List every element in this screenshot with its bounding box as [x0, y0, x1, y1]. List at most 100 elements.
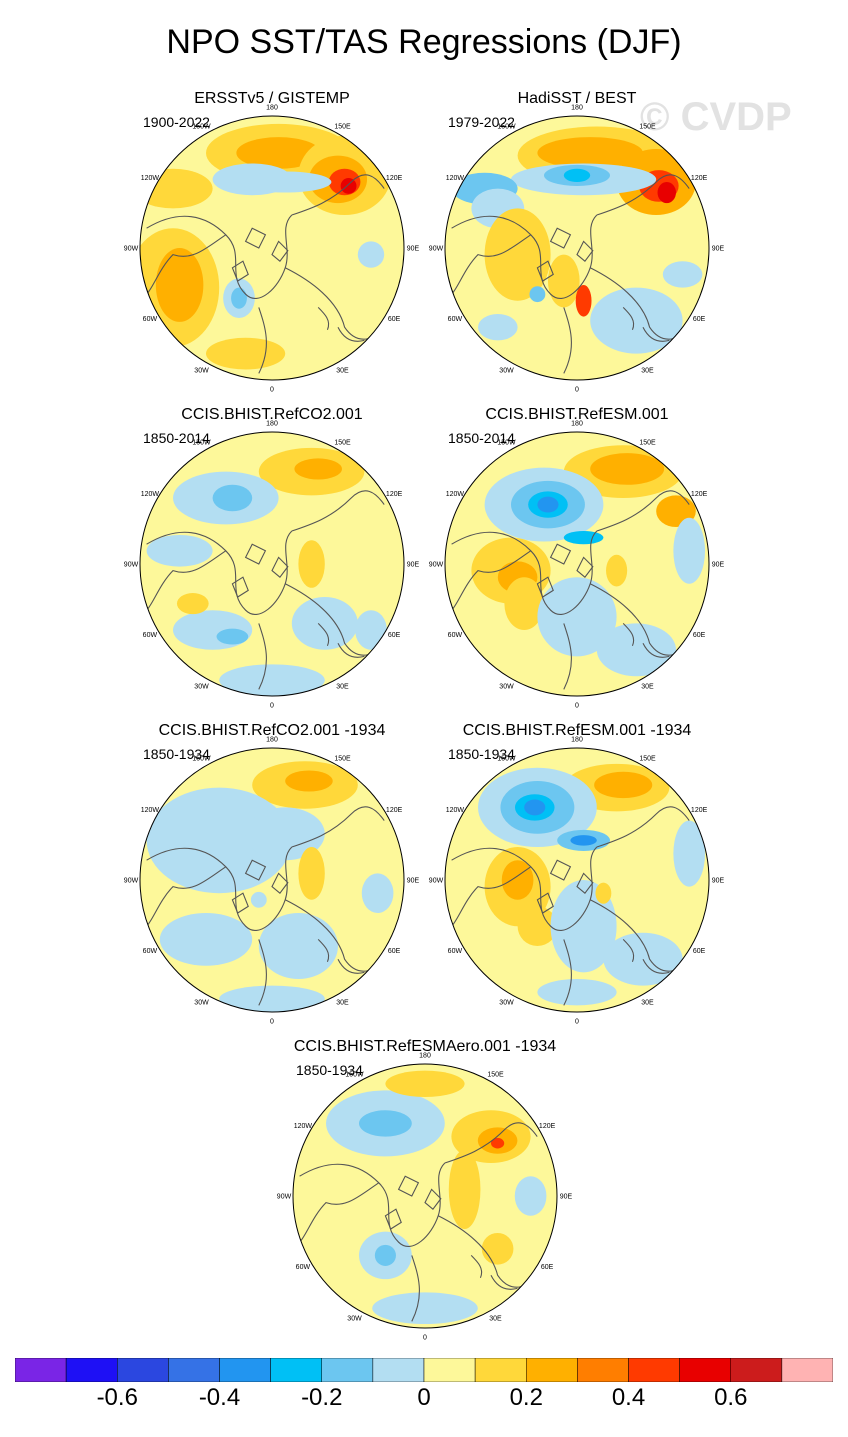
figure-title: NPO SST/TAS Regressions (DJF)	[166, 23, 682, 61]
longitude-label: 150W	[192, 123, 211, 130]
longitude-label: 150E	[639, 439, 656, 446]
anomaly-contour	[504, 577, 544, 630]
coastline	[292, 807, 384, 847]
anomaly-contour	[285, 770, 333, 792]
coastline	[564, 939, 572, 1005]
longitude-label: 120E	[691, 175, 708, 182]
coastline	[597, 807, 689, 847]
longitude-label: 60W	[143, 316, 158, 323]
longitude-label: 90W	[124, 246, 139, 253]
colorbar-tick-label: 0.2	[509, 1384, 543, 1411]
map-boundary	[444, 431, 710, 697]
panel-title: HadiSST / BEST	[517, 90, 637, 107]
longitude-label: 90E	[560, 1194, 573, 1201]
panel-title: ERSSTv5 / GISTEMP	[194, 90, 350, 107]
colorbar-tick-label: -0.4	[198, 1384, 241, 1411]
anomaly-contour	[547, 254, 580, 308]
panel-years: 1900-2022	[143, 114, 210, 130]
colorbar-tick-label: 0.6	[714, 1384, 748, 1411]
coastline	[147, 215, 292, 298]
longitude-label: 60E	[693, 316, 706, 323]
colorbar-tick-label: -0.2	[301, 1384, 343, 1411]
coastline	[452, 531, 597, 614]
coastline	[259, 939, 267, 1005]
panel-years: 1850-2014	[448, 430, 515, 446]
longitude-label: 60E	[388, 316, 401, 323]
anomaly-contour	[298, 540, 325, 588]
coastline	[300, 1183, 379, 1242]
coastline	[537, 577, 553, 597]
anomaly-contour	[606, 554, 628, 587]
panel-years: 1850-1934	[448, 746, 515, 762]
longitude-label: 90W	[429, 562, 444, 569]
longitude-label: 120W	[446, 807, 465, 814]
longitude-label: 120W	[141, 491, 160, 498]
longitude-label: 60E	[693, 632, 706, 639]
longitude-label: 180	[266, 105, 278, 112]
polar-map-panel: 180 150E 120E 90E 60E 30E 0 30W 60W 90W 120W 150W	[277, 1053, 573, 1342]
coastline	[272, 873, 288, 893]
coastline	[338, 327, 364, 341]
coastline	[318, 307, 328, 329]
coastline	[318, 939, 328, 961]
longitude-label: 150E	[639, 755, 656, 762]
colorbar-swatch	[679, 1358, 731, 1382]
coastline	[577, 557, 593, 577]
anomaly-contour	[529, 286, 546, 303]
anomaly-contour	[514, 1176, 547, 1216]
longitude-label: 0	[270, 1019, 274, 1026]
longitude-label: 90E	[712, 246, 725, 253]
anomaly-contour	[673, 517, 706, 584]
longitude-label: 60W	[448, 948, 463, 955]
longitude-label: 150E	[639, 123, 656, 130]
anomaly-contour	[537, 137, 643, 169]
longitude-label: 120E	[386, 807, 403, 814]
colorbar-swatch	[15, 1358, 67, 1382]
anomaly-contour	[537, 577, 617, 657]
anomaly-contour	[570, 835, 597, 846]
coastline	[597, 175, 689, 215]
anomaly-contour	[361, 873, 394, 913]
coastline	[452, 235, 531, 294]
coastline	[147, 847, 292, 930]
longitude-label: 150E	[334, 755, 351, 762]
longitude-label: 150E	[334, 123, 351, 130]
coastline	[147, 867, 226, 926]
anomaly-contour	[146, 787, 292, 894]
coastline	[577, 241, 593, 261]
colorbar-swatch	[219, 1358, 271, 1382]
longitude-label: 120W	[141, 807, 160, 814]
longitude-label: 150W	[192, 439, 211, 446]
anomaly-contour	[291, 597, 358, 650]
longitude-label: 150W	[497, 123, 516, 130]
longitude-label: 30E	[336, 1000, 349, 1007]
coastline	[623, 307, 633, 329]
coastline	[318, 623, 328, 645]
longitude-label: 150W	[345, 1071, 364, 1078]
longitude-label: 0	[575, 1019, 579, 1026]
colorbar-swatch	[423, 1358, 476, 1382]
longitude-label: 120E	[386, 491, 403, 498]
coastline	[412, 1255, 420, 1321]
coastline	[551, 860, 571, 880]
colorbar-tick-label: 0	[417, 1384, 431, 1411]
longitude-label: 0	[270, 387, 274, 394]
longitude-label: 30W	[347, 1316, 362, 1323]
colorbar-swatch	[321, 1358, 374, 1382]
anomaly-contour	[216, 628, 249, 645]
colorbar-tick-label: 0.4	[611, 1384, 646, 1411]
coastline	[272, 241, 288, 261]
panel-years: 1850-1934	[143, 746, 210, 762]
polar-map-panel: 180 150E 120E 90E 60E 30E 0 30W 60W 90W 120W 150W	[429, 737, 725, 1026]
coastline	[564, 623, 572, 689]
longitude-label: 90E	[407, 562, 420, 569]
coastline	[471, 1255, 481, 1277]
longitude-label: 30W	[194, 684, 209, 691]
longitude-label: 120W	[141, 175, 160, 182]
longitude-label: 60W	[448, 316, 463, 323]
longitude-label: 30E	[641, 1000, 654, 1007]
anomaly-contour	[517, 906, 558, 946]
map-boundary	[444, 115, 710, 381]
longitude-label: 180	[266, 737, 278, 744]
coastline	[445, 1123, 537, 1163]
